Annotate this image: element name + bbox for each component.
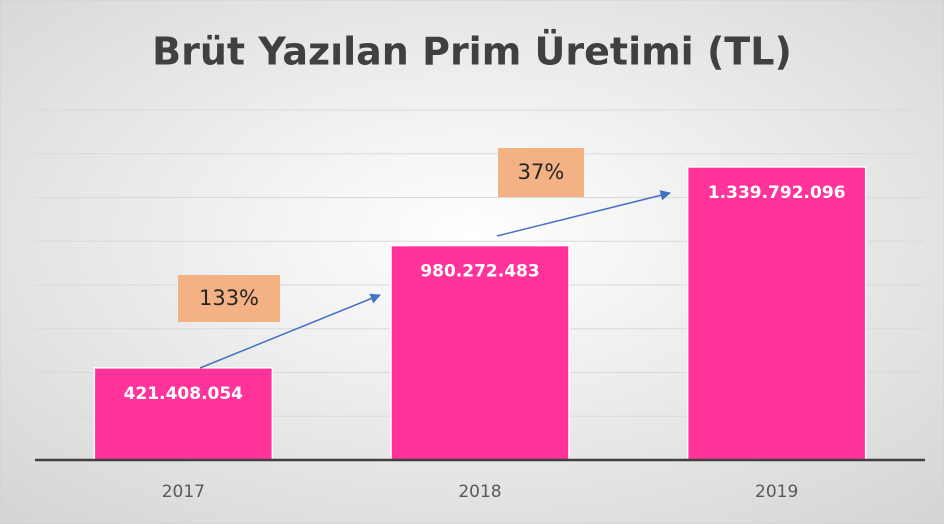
data-label: 980.272.483 xyxy=(420,262,539,282)
growth-arrow xyxy=(199,293,381,369)
chart-title: Brüt Yazılan Prim Üretimi (TL) xyxy=(152,30,792,74)
bar xyxy=(686,166,867,461)
bar xyxy=(93,367,274,461)
growth-arrow xyxy=(496,190,672,237)
bar xyxy=(390,244,570,461)
annotation-box xyxy=(498,148,584,197)
x-tick-label: 2018 xyxy=(458,482,501,502)
annotation: 37% xyxy=(518,160,565,184)
x-tick-label: 2017 xyxy=(162,482,205,502)
x-tick-label: 2019 xyxy=(755,482,798,502)
annotation: 133% xyxy=(199,286,259,310)
data-label: 1.339.792.096 xyxy=(708,183,846,203)
annotation-box xyxy=(178,275,280,322)
data-label: 421.408.054 xyxy=(124,384,244,404)
